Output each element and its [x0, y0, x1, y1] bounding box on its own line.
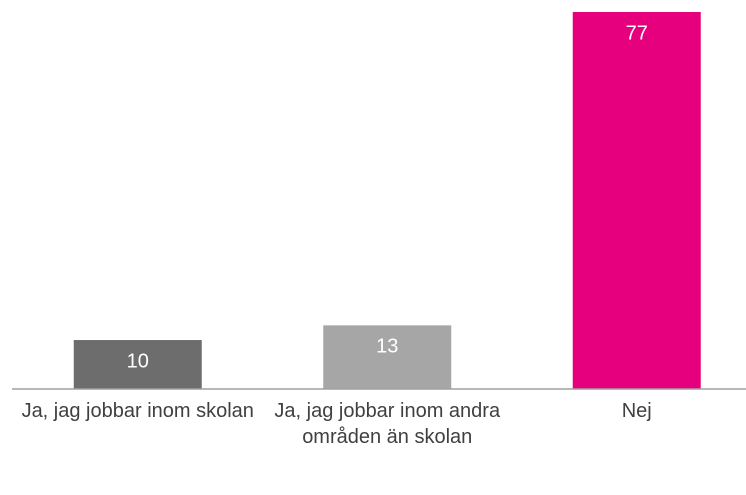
bar — [73, 340, 202, 389]
x-tick-label: Ja, jag jobbar inom skolan — [21, 400, 254, 422]
x-tick-label: Ja, jag jobbar inom andra områden än sko… — [274, 400, 501, 448]
bar — [572, 12, 701, 389]
data-label: 10 — [127, 350, 149, 372]
x-tick-label: Nej — [621, 400, 652, 422]
data-label: 77 — [626, 22, 648, 44]
data-label: 13 — [376, 336, 398, 358]
bar — [323, 325, 452, 389]
